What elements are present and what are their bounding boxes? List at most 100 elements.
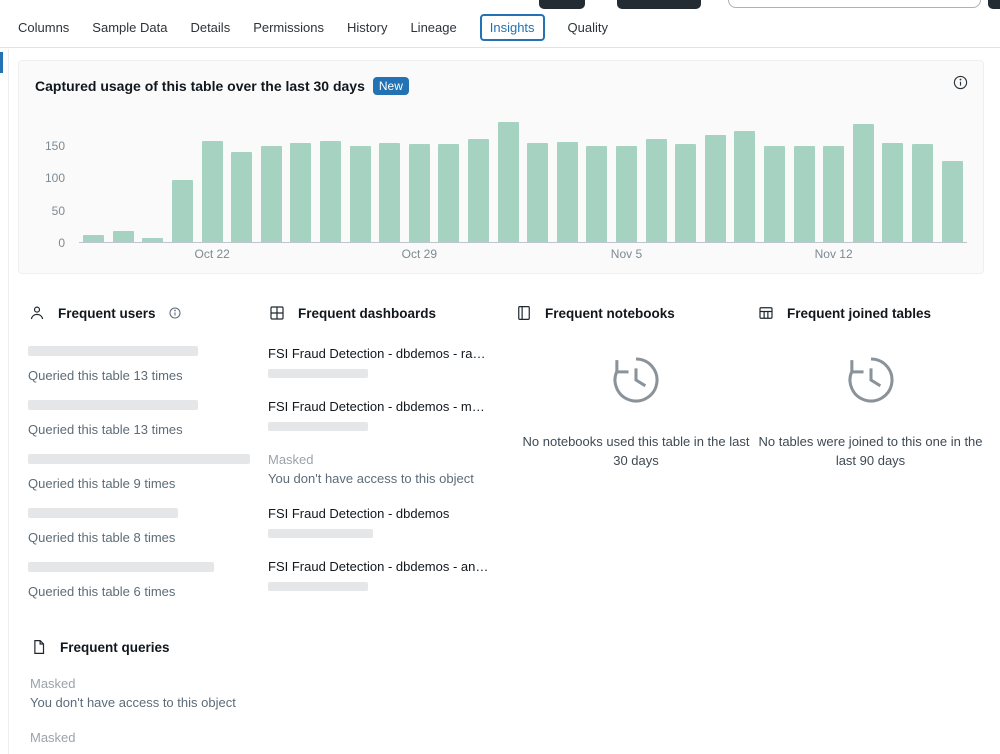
scroll-indicator[interactable] [0,52,3,73]
bar-slot [760,111,790,242]
frequent-joined-tables-title: Frequent joined tables [787,305,932,321]
joined-tables-empty-text: No tables were joined to this one in the… [758,434,983,468]
bar-slot [908,111,938,242]
usage-bar [852,124,874,242]
partial-dark-button-1[interactable] [539,0,585,9]
y-tick-label: 0 [58,236,65,250]
dashboard-link[interactable]: FSI Fraud Detection - dbdemos - ra… [268,346,486,361]
tab-bar: Columns Sample Data Details Permissions Hist… [0,0,1000,48]
x-tick-label: Oct 29 [401,247,438,261]
frequent-dashboards-title: Frequent dashboards [298,305,437,321]
bar-slot: Nov 5 [611,111,642,261]
usage-chart-plot: Oct 22 Oct 29 Nov 5 Nov 12 [79,111,967,261]
joined-tables-empty-state: No tables were joined to this one in the… [757,346,984,471]
user-query-count: Queried this table 6 times [28,584,176,599]
partial-search-input[interactable] [728,0,981,8]
usage-bar [320,141,342,242]
bar-slot [848,111,878,242]
bar-slot [553,111,583,242]
user-query-count: Queried this table 8 times [28,530,176,545]
new-badge: New [372,77,409,95]
frequent-users-header: Frequent users [28,304,268,322]
frequent-user-item: Queried this table 6 times [28,562,268,599]
frequent-joined-tables-column: Frequent joined tables No tables were jo… [757,304,984,471]
usage-bar [615,146,637,242]
usage-bar [231,152,253,242]
frequent-user-item: Queried this table 8 times [28,508,268,545]
dashboard-link[interactable]: FSI Fraud Detection - dbdemos - an… [268,559,489,574]
redacted-user-name [28,346,198,356]
tab-columns[interactable]: Columns [18,20,70,35]
bar-slot [937,111,967,242]
partial-dark-button-2[interactable] [617,0,701,9]
redacted-dashboard-meta [268,529,373,538]
usage-bar [882,143,904,242]
user-icon [28,304,46,322]
bar-slot [582,111,612,242]
frequent-user-item: Queried this table 13 times [28,400,268,437]
bar-slot [138,111,168,242]
usage-bar [142,238,164,242]
tab-insights[interactable]: Insights [479,14,545,41]
usage-bar [408,144,430,242]
bar-slot [257,111,287,242]
frequent-users-title: Frequent users [58,305,156,321]
frequent-dashboard-item: FSI Fraud Detection - dbdemos - ra… [268,346,515,378]
usage-bar [556,142,578,242]
masked-label: Masked [30,730,76,745]
tab-history[interactable]: History [347,20,388,35]
bar-slot [434,111,464,242]
tab-sample-data[interactable]: Sample Data [92,20,168,35]
usage-bar [468,139,490,242]
frequent-notebooks-column: Frequent notebooks No notebooks used thi… [515,304,757,471]
frequent-users-column: Frequent users Queried this table 13 tim… [28,304,268,616]
x-tick-label: Nov 5 [610,247,643,261]
bar-slot [109,111,139,242]
dashboard-link[interactable]: FSI Fraud Detection - dbdemos [268,506,450,521]
usage-bar [941,161,963,242]
usage-chart-yaxis: 0 50 100 150 [35,111,71,251]
y-tick-label: 150 [44,138,65,153]
usage-bar [379,143,401,242]
frequent-queries-list: Masked You don't have access to this obje… [30,676,984,745]
usage-bar [911,144,933,242]
usage-bar [823,146,845,242]
bar-slot: Oct 29 [402,111,437,261]
dashboard-icon [268,304,286,322]
bar-slot [286,111,316,242]
y-tick-label: 50 [51,203,65,218]
history-icon [608,352,664,408]
frequent-user-item: Queried this table 13 times [28,346,268,383]
masked-label: Masked [268,452,314,467]
bar-slot [523,111,553,242]
info-icon[interactable] [952,74,969,91]
bar-slot [375,111,405,242]
usage-card-title: Captured usage of this table over the la… [35,78,365,94]
usage-card-header: Captured usage of this table over the la… [35,77,967,95]
usage-bar [586,146,608,242]
usage-bar [112,231,134,242]
partial-dark-button-3[interactable] [988,0,1000,9]
usage-bar [527,143,549,242]
usage-bar [438,144,460,242]
masked-query-item: Masked You don't have access to this obje… [30,676,984,710]
tab-permissions[interactable]: Permissions [253,20,324,35]
masked-query-item: Masked [30,730,984,745]
bar-slot [641,111,671,242]
info-icon[interactable] [168,306,182,320]
top-toolbar-partial [0,0,1000,10]
tab-quality[interactable]: Quality [567,20,609,35]
usage-bar [675,144,697,242]
dashboard-link[interactable]: FSI Fraud Detection - dbdemos - m… [268,399,485,414]
bar-slot [700,111,730,242]
tab-details[interactable]: Details [190,20,231,35]
frequent-dashboard-item: FSI Fraud Detection - dbdemos - m… [268,399,515,431]
frequent-user-item: Queried this table 9 times [28,454,268,491]
bar-slot [79,111,109,242]
redacted-dashboard-meta [268,422,368,431]
usage-bar [260,146,282,242]
tab-lineage[interactable]: Lineage [410,20,457,35]
usage-bar [290,143,312,242]
redacted-user-name [28,562,214,572]
frequent-users-list: Queried this table 13 times Queried this … [28,346,268,599]
